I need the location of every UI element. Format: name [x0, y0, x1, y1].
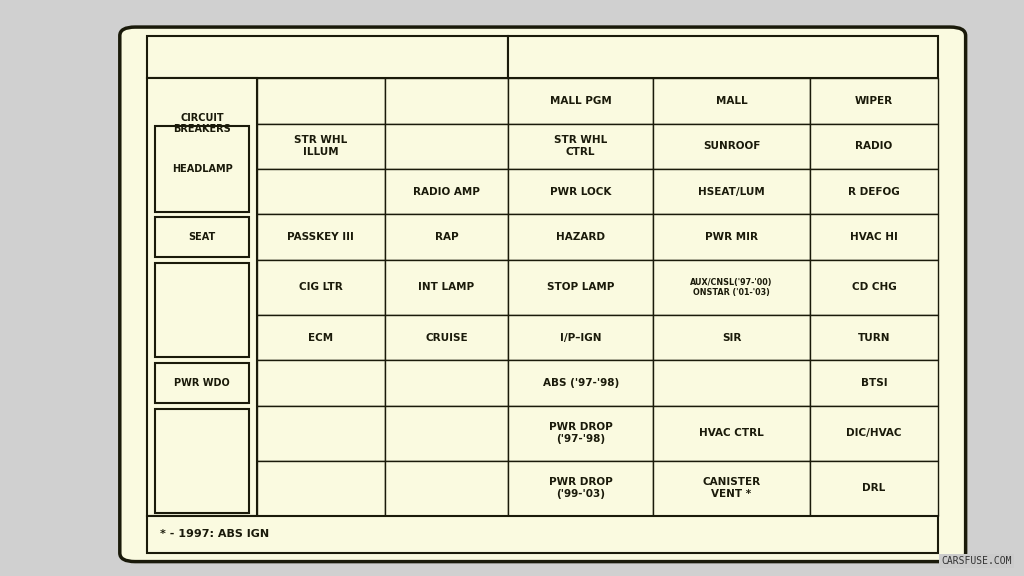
Text: CIG LTR: CIG LTR [299, 282, 342, 293]
Bar [653, 260, 810, 315]
Text: R DEFOG: R DEFOG [848, 187, 900, 197]
Bar [653, 124, 810, 169]
Text: CRUISE: CRUISE [425, 332, 468, 343]
Text: DRL: DRL [862, 483, 886, 493]
Text: SIR: SIR [722, 332, 741, 343]
Bar [810, 214, 938, 260]
Bar [509, 406, 653, 461]
Bar [385, 315, 509, 361]
Bar [385, 78, 509, 124]
Bar [810, 169, 938, 214]
Text: PWR DROP
('99-'03): PWR DROP ('99-'03) [549, 478, 612, 499]
Text: CIRCUIT
BREAKERS: CIRCUIT BREAKERS [173, 113, 230, 134]
Bar [653, 315, 810, 361]
Text: PWR WDO: PWR WDO [174, 378, 229, 388]
Bar [257, 361, 385, 406]
Text: MALL PGM: MALL PGM [550, 96, 611, 106]
Text: CANISTER
VENT *: CANISTER VENT * [702, 478, 761, 499]
Bar [810, 78, 938, 124]
Text: PWR DROP
('97-'98): PWR DROP ('97-'98) [549, 422, 612, 444]
Bar [257, 406, 385, 461]
Bar [147, 78, 257, 516]
Bar [509, 214, 653, 260]
Text: DIC/HVAC: DIC/HVAC [846, 428, 902, 438]
Text: I/P–IGN: I/P–IGN [560, 332, 601, 343]
Bar [385, 461, 509, 516]
Bar [257, 169, 385, 214]
Bar [810, 315, 938, 361]
Bar [257, 78, 385, 124]
Text: PASSKEY III: PASSKEY III [287, 232, 354, 242]
Text: BTSI: BTSI [860, 378, 887, 388]
Text: WIPER: WIPER [855, 96, 893, 106]
Bar [385, 214, 509, 260]
Bar [509, 361, 653, 406]
Bar [509, 36, 938, 78]
Text: STR WHL
ILLUM: STR WHL ILLUM [294, 135, 347, 157]
Bar [653, 406, 810, 461]
Text: * - 1997: ABS IGN: * - 1997: ABS IGN [160, 529, 269, 539]
Bar [509, 169, 653, 214]
Text: SEAT: SEAT [188, 232, 216, 242]
Bar [147, 516, 938, 553]
Bar [653, 361, 810, 406]
Bar [385, 361, 509, 406]
FancyBboxPatch shape [120, 27, 966, 562]
Text: HSEAT/LUM: HSEAT/LUM [698, 187, 765, 197]
Text: HVAC CTRL: HVAC CTRL [699, 428, 764, 438]
Text: STOP LAMP: STOP LAMP [547, 282, 614, 293]
Bar [653, 78, 810, 124]
Bar [257, 461, 385, 516]
Bar [257, 214, 385, 260]
Bar [653, 169, 810, 214]
Text: CD CHG: CD CHG [852, 282, 896, 293]
Text: CARSFUSE.COM: CARSFUSE.COM [941, 556, 1012, 566]
Text: RADIO: RADIO [855, 141, 893, 151]
Bar [509, 315, 653, 361]
Text: PWR MIR: PWR MIR [705, 232, 758, 242]
Bar [653, 461, 810, 516]
Bar [509, 260, 653, 315]
Bar [155, 408, 250, 513]
Bar [155, 263, 250, 358]
Bar [155, 217, 250, 257]
Text: AUX/CNSL('97-'00)
ONSTAR ('01-'03): AUX/CNSL('97-'00) ONSTAR ('01-'03) [690, 278, 773, 297]
Bar [810, 461, 938, 516]
Text: INT LAMP: INT LAMP [419, 282, 474, 293]
Bar [509, 124, 653, 169]
Bar [257, 260, 385, 315]
Text: HAZARD: HAZARD [556, 232, 605, 242]
Text: MALL: MALL [716, 96, 748, 106]
Bar [385, 124, 509, 169]
Text: HVAC HI: HVAC HI [850, 232, 898, 242]
Bar [810, 124, 938, 169]
Bar [257, 315, 385, 361]
Bar [155, 363, 250, 403]
Bar [810, 406, 938, 461]
Text: RADIO AMP: RADIO AMP [413, 187, 480, 197]
Bar [155, 127, 250, 211]
Text: SUNROOF: SUNROOF [702, 141, 760, 151]
Text: HEADLAMP: HEADLAMP [172, 164, 232, 174]
Text: PWR LOCK: PWR LOCK [550, 187, 611, 197]
Bar [385, 169, 509, 214]
Bar [653, 214, 810, 260]
Bar [810, 361, 938, 406]
Bar [385, 260, 509, 315]
Text: ECM: ECM [308, 332, 333, 343]
Bar [509, 78, 653, 124]
Text: RAP: RAP [435, 232, 459, 242]
Bar [810, 260, 938, 315]
Text: STR WHL
CTRL: STR WHL CTRL [554, 135, 607, 157]
Bar [385, 406, 509, 461]
Bar [147, 36, 509, 78]
Bar [509, 461, 653, 516]
Text: ABS ('97-'98): ABS ('97-'98) [543, 378, 618, 388]
Text: TURN: TURN [858, 332, 890, 343]
Bar [257, 124, 385, 169]
